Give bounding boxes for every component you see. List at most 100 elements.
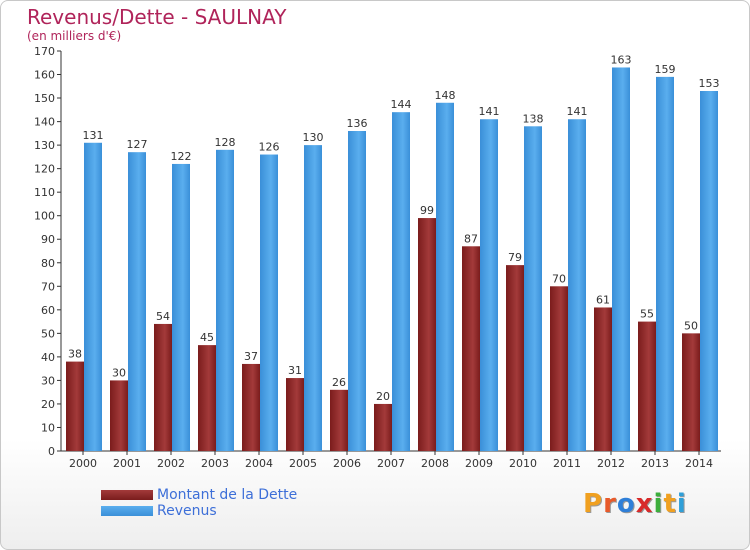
chart-subtitle: (en milliers d'€) <box>27 29 122 43</box>
data-label-dette: 61 <box>596 293 610 306</box>
y-tick-label: 170 <box>34 45 55 58</box>
y-tick-label: 70 <box>41 280 55 293</box>
data-label-revenus: 141 <box>479 105 500 118</box>
y-tick-label: 60 <box>41 304 55 317</box>
logo-letter: x <box>635 489 654 519</box>
bar-dette <box>462 246 480 451</box>
data-label-dette: 38 <box>68 348 82 361</box>
data-label-dette: 99 <box>420 204 434 217</box>
bar-revenus <box>172 163 190 452</box>
x-tick-label: 2002 <box>157 457 185 470</box>
data-label-revenus: 138 <box>523 112 544 125</box>
data-label-revenus: 128 <box>215 136 236 149</box>
bar-revenus <box>612 67 630 452</box>
x-tick-label: 2003 <box>201 457 229 470</box>
bar-revenus <box>656 76 674 451</box>
data-label-dette: 30 <box>112 366 126 379</box>
logo-letter: i <box>676 489 687 519</box>
bar-revenus <box>700 91 718 451</box>
y-tick-label: 140 <box>34 116 55 129</box>
bar-revenus <box>128 152 146 452</box>
data-label-revenus: 131 <box>83 129 104 142</box>
data-label-dette: 70 <box>552 272 566 285</box>
x-tick-label: 2007 <box>377 457 405 470</box>
x-tick-label: 2011 <box>553 457 581 470</box>
bar-dette <box>550 286 568 451</box>
data-label-dette: 79 <box>508 251 522 264</box>
y-tick-label: 90 <box>41 233 55 246</box>
data-label-dette: 45 <box>200 331 214 344</box>
data-label-revenus: 122 <box>171 150 192 163</box>
x-tick-label: 2013 <box>641 457 669 470</box>
bar-revenus <box>348 131 366 451</box>
legend-swatch-revenus <box>101 506 153 516</box>
data-label-revenus: 141 <box>567 105 588 118</box>
bar-dette <box>110 380 128 451</box>
data-label-revenus: 163 <box>611 53 632 66</box>
bar-dette <box>638 321 656 451</box>
logo-letter: o <box>616 489 636 519</box>
bar-dette <box>374 403 392 451</box>
bar-revenus <box>480 119 498 451</box>
legend-label-dette: Montant de la Dette <box>157 487 298 503</box>
y-tick-label: 80 <box>41 257 55 270</box>
data-label-dette: 50 <box>684 319 698 332</box>
bar-revenus <box>216 149 234 451</box>
x-tick-label: 2014 <box>685 457 713 470</box>
data-label-revenus: 148 <box>435 89 456 102</box>
bar-revenus <box>260 154 278 451</box>
y-tick-label: 0 <box>48 445 55 458</box>
bar-dette <box>330 389 348 451</box>
data-label-revenus: 144 <box>391 98 412 111</box>
x-tick-label: 2000 <box>69 457 97 470</box>
data-label-revenus: 153 <box>699 77 720 90</box>
bar-dette <box>154 323 172 451</box>
data-label-dette: 55 <box>640 308 654 321</box>
y-tick-label: 110 <box>34 186 55 199</box>
bar-dette <box>418 218 436 451</box>
data-label-revenus: 136 <box>347 117 368 130</box>
bar-revenus <box>304 145 322 451</box>
data-label-dette: 26 <box>332 376 346 389</box>
bar-revenus <box>524 126 542 451</box>
x-tick-label: 2001 <box>113 457 141 470</box>
bar-revenus <box>568 119 586 451</box>
legend-label-revenus: Revenus <box>157 503 217 519</box>
data-label-dette: 31 <box>288 364 302 377</box>
bar-dette <box>198 345 216 451</box>
data-label-revenus: 130 <box>303 131 324 144</box>
y-tick-label: 160 <box>34 69 55 82</box>
chart-title: Revenus/Dette - SAULNAY <box>27 5 287 29</box>
logo-letter: r <box>603 489 617 519</box>
x-tick-label: 2006 <box>333 457 361 470</box>
x-tick-label: 2005 <box>289 457 317 470</box>
proxiti-logo: Proxiti <box>583 489 687 519</box>
data-label-dette: 87 <box>464 232 478 245</box>
y-tick-label: 10 <box>41 421 55 434</box>
logo-letter: t <box>663 489 677 519</box>
y-tick-label: 100 <box>34 210 55 223</box>
x-tick-label: 2008 <box>421 457 449 470</box>
bar-dette <box>286 378 304 451</box>
y-tick-label: 150 <box>34 92 55 105</box>
bar-revenus <box>392 112 410 452</box>
bar-dette <box>506 265 524 451</box>
x-tick-label: 2004 <box>245 457 273 470</box>
y-tick-label: 50 <box>41 327 55 340</box>
logo-letter: P <box>583 489 604 519</box>
bar-revenus <box>436 102 454 451</box>
bar-dette <box>242 363 260 451</box>
logo-letter: i <box>653 489 664 519</box>
data-label-revenus: 127 <box>127 138 148 151</box>
data-label-revenus: 126 <box>259 141 280 154</box>
bar-dette <box>594 307 612 451</box>
x-tick-label: 2012 <box>597 457 625 470</box>
data-label-dette: 37 <box>244 350 258 363</box>
data-label-dette: 20 <box>376 390 390 403</box>
bar-revenus <box>84 142 102 451</box>
bar-dette <box>66 361 84 451</box>
y-tick-label: 40 <box>41 351 55 364</box>
data-label-dette: 54 <box>156 310 170 323</box>
